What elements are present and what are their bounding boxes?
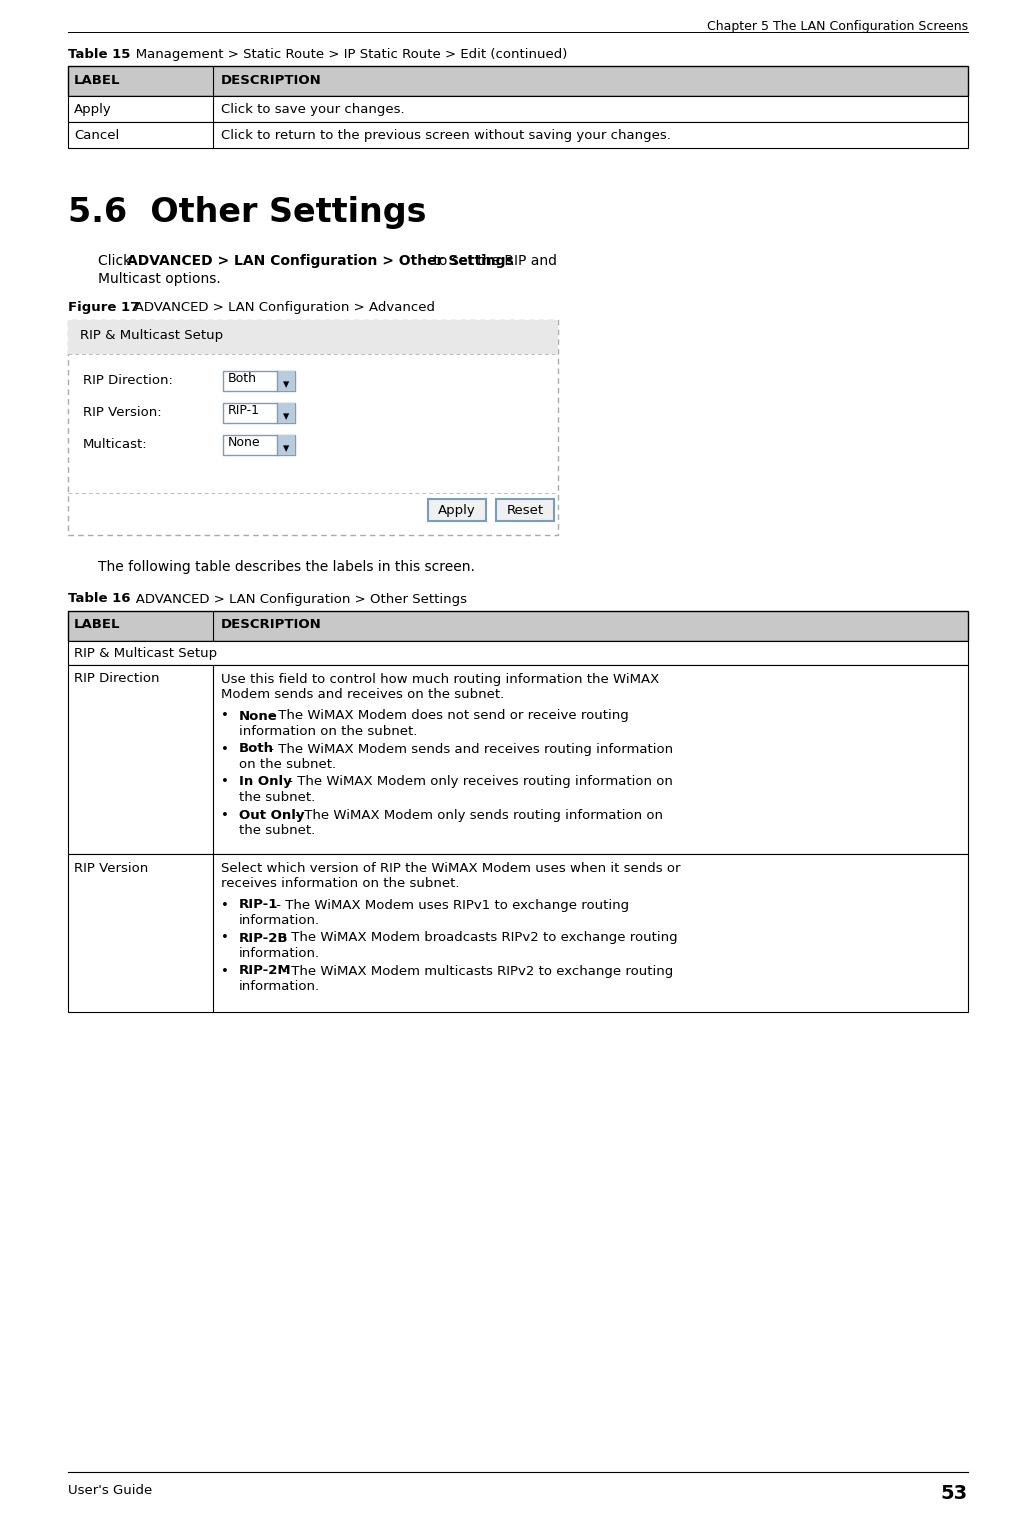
Text: RIP Version: RIP Version [74,861,148,875]
Text: Apply: Apply [438,504,476,517]
Text: •: • [221,710,229,722]
Text: RIP-2M: RIP-2M [238,965,292,977]
Text: ADVANCED > LAN Configuration > Advanced: ADVANCED > LAN Configuration > Advanced [122,302,435,314]
Text: Table 16: Table 16 [68,593,131,605]
Text: •: • [221,899,229,911]
Text: - The WiMAX Modem only receives routing information on: - The WiMAX Modem only receives routing … [285,776,673,788]
Text: LABEL: LABEL [74,75,120,87]
Bar [495,498,554,521]
Text: •: • [221,776,229,788]
Text: RIP-1: RIP-1 [238,899,279,911]
Text: Chapter 5 The LAN Configuration Screens: Chapter 5 The LAN Configuration Screens [707,20,968,34]
Text: the subnet.: the subnet. [238,824,316,837]
Text: In Only: In Only [238,776,292,788]
Bar [68,664,968,853]
Text: to set the RIP and: to set the RIP and [429,255,557,268]
Text: - The WiMAX Modem only sends routing information on: - The WiMAX Modem only sends routing inf… [291,809,663,821]
Text: Modem sends and receives on the subnet.: Modem sends and receives on the subnet. [221,687,505,701]
Text: - The WiMAX Modem does not send or receive routing: - The WiMAX Modem does not send or recei… [265,710,629,722]
Text: Table 15: Table 15 [68,47,131,61]
Text: Click to save your changes.: Click to save your changes. [221,104,405,116]
Text: - The WiMAX Modem sends and receives routing information: - The WiMAX Modem sends and receives rou… [265,742,673,756]
Bar [68,96,968,122]
Text: ▾: ▾ [283,378,289,392]
Bar [223,434,295,454]
Bar [68,611,968,640]
Text: The following table describes the labels in this screen.: The following table describes the labels… [98,561,475,575]
Text: Use this field to control how much routing information the WiMAX: Use this field to control how much routi… [221,672,659,686]
Text: 5.6  Other Settings: 5.6 Other Settings [68,197,427,229]
Bar [428,498,486,521]
Text: LABEL: LABEL [74,619,120,631]
Text: Select which version of RIP the WiMAX Modem uses when it sends or: Select which version of RIP the WiMAX Mo… [221,861,681,875]
Text: ADVANCED > LAN Configuration > Other Settings: ADVANCED > LAN Configuration > Other Set… [123,593,467,605]
Text: Click: Click [98,255,136,268]
Text: 53: 53 [941,1484,968,1503]
Text: information on the subnet.: information on the subnet. [238,725,417,738]
Text: DESCRIPTION: DESCRIPTION [221,619,322,631]
Text: •: • [221,965,229,977]
Text: information.: information. [238,914,320,927]
Text: ADVANCED > LAN Configuration > Other Settings: ADVANCED > LAN Configuration > Other Set… [127,255,514,268]
Text: ▾: ▾ [283,410,289,424]
Text: RIP Direction:: RIP Direction: [83,373,173,387]
Text: RIP-1: RIP-1 [228,404,260,418]
Text: Out Only: Out Only [238,809,304,821]
Text: the subnet.: the subnet. [238,791,316,805]
Bar [68,122,968,148]
Text: Reset: Reset [507,504,544,517]
Text: - The WiMAX Modem broadcasts RIPv2 to exchange routing: - The WiMAX Modem broadcasts RIPv2 to ex… [278,931,677,945]
Text: DESCRIPTION: DESCRIPTION [221,75,322,87]
Text: RIP Version:: RIP Version: [83,405,161,419]
Text: Figure 17: Figure 17 [68,302,139,314]
Text: Apply: Apply [74,104,112,116]
Text: None: None [238,710,278,722]
Bar [68,853,968,1012]
Text: - The WiMAX Modem uses RIPv1 to exchange routing: - The WiMAX Modem uses RIPv1 to exchange… [271,899,629,911]
Text: - The WiMAX Modem multicasts RIPv2 to exchange routing: - The WiMAX Modem multicasts RIPv2 to ex… [278,965,673,977]
Bar [68,320,558,354]
Text: RIP & Multicast Setup: RIP & Multicast Setup [80,329,223,343]
Bar [223,370,295,390]
Text: Management > Static Route > IP Static Route > Edit (continued): Management > Static Route > IP Static Ro… [123,47,567,61]
Text: •: • [221,931,229,945]
Bar [223,402,295,422]
Text: information.: information. [238,980,320,994]
Text: receives information on the subnet.: receives information on the subnet. [221,876,460,890]
Text: RIP Direction: RIP Direction [74,672,159,686]
Text: ▾: ▾ [283,442,289,456]
Text: •: • [221,809,229,821]
Bar [68,640,968,664]
Text: Both: Both [238,742,274,756]
Text: Both: Both [228,372,257,386]
Text: None: None [228,436,261,450]
Text: on the subnet.: on the subnet. [238,757,336,771]
Text: RIP & Multicast Setup: RIP & Multicast Setup [74,648,217,660]
Bar [277,402,295,422]
Text: Click to return to the previous screen without saving your changes.: Click to return to the previous screen w… [221,130,671,142]
Text: •: • [221,742,229,756]
Text: RIP-2B: RIP-2B [238,931,289,945]
Bar [68,66,968,96]
Bar [277,370,295,390]
Text: User's Guide: User's Guide [68,1484,152,1497]
Bar [68,320,558,535]
Bar [277,434,295,454]
Text: Cancel: Cancel [74,130,119,142]
Text: Multicast options.: Multicast options. [98,271,221,285]
Text: information.: information. [238,946,320,960]
Text: Multicast:: Multicast: [83,437,148,451]
